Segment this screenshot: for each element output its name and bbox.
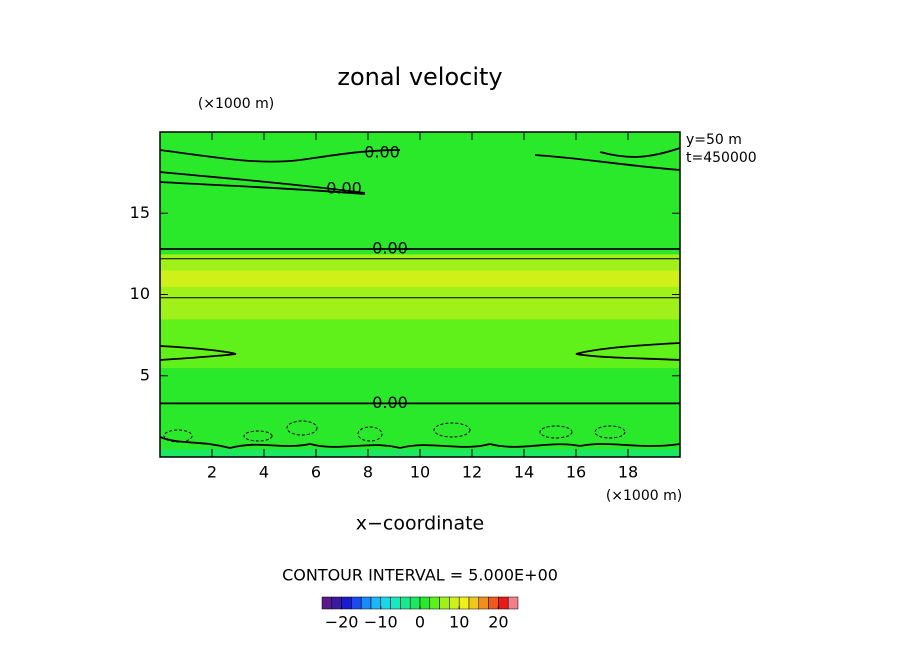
- contour-label: 0.00: [372, 239, 408, 258]
- field-band: [160, 237, 680, 255]
- colorbar-box: [409, 596, 421, 610]
- colorbar-box: [400, 596, 411, 610]
- x-label: x−coordinate: [356, 513, 485, 535]
- colorbar-box: [468, 596, 480, 610]
- colorbar-tick-label: 10: [449, 613, 469, 632]
- info: t=450000: [686, 150, 757, 166]
- y-unit: (×1000 m): [198, 96, 274, 112]
- field-band: [160, 302, 680, 320]
- colorbar-box: [507, 596, 519, 610]
- colorbar-box: [360, 596, 372, 610]
- chart-title: zonal velocity: [337, 63, 502, 91]
- field-band: [160, 253, 680, 271]
- field-band: [160, 270, 680, 287]
- field-band: [160, 335, 680, 352]
- colorbar-tick-label: 0: [415, 613, 425, 632]
- contour-line: [160, 436, 680, 449]
- colorbar-box: [458, 596, 470, 610]
- colorbar-tick-label: −10: [364, 613, 398, 632]
- field-band: [160, 416, 680, 434]
- colorbar-box: [429, 596, 440, 610]
- contour-line: [599, 147, 680, 158]
- field-band: [160, 383, 680, 401]
- field-band: [160, 351, 680, 369]
- contour-line: [160, 149, 401, 163]
- x-unit: (×1000 m): [606, 488, 682, 504]
- x-tick-label: 14: [514, 463, 534, 482]
- x-tick-label: 18: [618, 463, 638, 482]
- colorbar-box: [321, 596, 333, 610]
- x-tick-label: 2: [207, 463, 217, 482]
- field-band: [160, 400, 680, 417]
- colorbar-box: [478, 596, 489, 610]
- colorbar-box: [341, 596, 352, 610]
- contour-label: 0.00: [326, 179, 362, 198]
- colorbar-box: [439, 596, 450, 610]
- x-tick-label: 16: [566, 463, 586, 482]
- contour-line: [534, 154, 680, 171]
- colorbar-tick-label: 20: [488, 613, 508, 632]
- colorbar-box: [449, 596, 460, 610]
- x-tick-label: 10: [410, 463, 430, 482]
- field-band: [160, 367, 680, 385]
- colorbar-tick-label: −20: [325, 613, 359, 632]
- x-tick-label: 4: [259, 463, 269, 482]
- x-tick-label: 12: [462, 463, 482, 482]
- field-band: [160, 286, 680, 304]
- field-band: [160, 188, 680, 206]
- colorbar-box: [351, 596, 362, 610]
- colorbar-box: [488, 596, 499, 610]
- field-band: [160, 140, 680, 157]
- info: y=50 m: [686, 132, 742, 148]
- x-tick-label: 8: [363, 463, 373, 482]
- y-tick-label: 5: [140, 365, 150, 384]
- contour-line: [160, 171, 366, 194]
- field-band: [160, 205, 680, 222]
- contour-line: [160, 345, 237, 361]
- x-tick-label: 6: [311, 463, 321, 482]
- colorbar-box: [390, 596, 401, 610]
- contour-line: [160, 181, 366, 195]
- y-tick-label: 10: [130, 284, 150, 303]
- colorbar-box: [331, 596, 342, 610]
- field-band: [160, 156, 680, 174]
- contour-interval: CONTOUR INTERVAL = 5.000E+00: [282, 566, 558, 585]
- y-tick-label: 15: [130, 203, 150, 222]
- contour-label: 0.00: [372, 393, 408, 412]
- contour-label: 0.00: [364, 143, 400, 162]
- colorbar-box: [419, 596, 431, 610]
- field-band: [160, 221, 680, 239]
- field-band: [160, 318, 680, 336]
- colorbar-box: [498, 596, 509, 610]
- colorbar-box: [380, 596, 391, 610]
- colorbar-box: [370, 596, 382, 610]
- contour-line: [575, 342, 680, 361]
